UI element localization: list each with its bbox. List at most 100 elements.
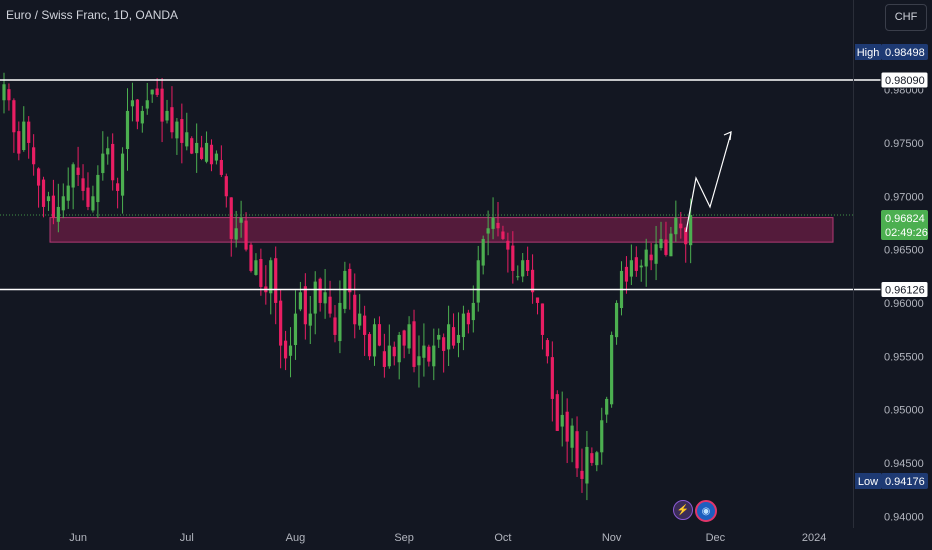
y-tick-label: 0.97500 bbox=[884, 138, 924, 150]
candle bbox=[219, 145, 223, 177]
candle-body bbox=[209, 144, 214, 165]
candle-body bbox=[644, 249, 648, 267]
candle bbox=[491, 197, 495, 240]
candle-body bbox=[140, 110, 144, 124]
candle bbox=[190, 136, 194, 155]
candle bbox=[466, 309, 470, 334]
candle bbox=[427, 344, 431, 367]
candle bbox=[535, 297, 540, 315]
candle bbox=[634, 246, 638, 277]
candle-body bbox=[7, 89, 11, 101]
candle-body bbox=[447, 324, 451, 350]
candle-body bbox=[12, 100, 16, 133]
candle bbox=[595, 450, 599, 472]
candle bbox=[496, 202, 500, 237]
candle-body bbox=[32, 147, 36, 165]
economic-calendar-icon[interactable]: ◉ bbox=[695, 500, 717, 522]
candle-body bbox=[392, 346, 396, 357]
candle bbox=[590, 447, 594, 466]
candle bbox=[308, 295, 312, 345]
candle bbox=[274, 246, 278, 325]
supply-demand-zone[interactable] bbox=[49, 217, 834, 243]
low-value: 0.94176 bbox=[881, 473, 928, 489]
candle-body bbox=[659, 238, 663, 249]
current-price-bg bbox=[881, 210, 928, 240]
candle-body bbox=[600, 420, 604, 453]
candle bbox=[323, 269, 327, 319]
candle bbox=[600, 407, 604, 465]
high-value: 0.98498 bbox=[881, 44, 928, 60]
candle-body bbox=[595, 452, 599, 466]
currency-button[interactable]: CHF bbox=[885, 4, 927, 31]
candle-body bbox=[323, 292, 327, 304]
candle-body bbox=[71, 164, 75, 188]
candle-body bbox=[219, 159, 223, 175]
candle bbox=[91, 185, 95, 213]
projection-arrow[interactable] bbox=[685, 132, 732, 233]
candle-body bbox=[570, 425, 574, 448]
candle bbox=[506, 232, 510, 273]
candle-body bbox=[466, 312, 470, 325]
candle bbox=[555, 390, 559, 432]
candle-body bbox=[605, 398, 609, 415]
candle bbox=[41, 176, 46, 218]
candle-body bbox=[476, 260, 480, 303]
candle bbox=[12, 98, 16, 153]
candle bbox=[392, 341, 396, 366]
candle bbox=[654, 225, 658, 281]
candle-body bbox=[575, 431, 579, 469]
candle bbox=[46, 191, 51, 211]
candle bbox=[363, 305, 367, 356]
candle bbox=[432, 328, 436, 381]
candle bbox=[76, 146, 80, 186]
candle-body bbox=[249, 244, 253, 271]
candle bbox=[343, 261, 347, 314]
candle-body bbox=[190, 138, 194, 154]
candle bbox=[269, 257, 273, 315]
candle bbox=[96, 165, 100, 219]
candle-body bbox=[664, 239, 668, 255]
candle bbox=[348, 263, 352, 310]
candle-body bbox=[2, 84, 6, 101]
candle bbox=[565, 398, 569, 464]
candle-body bbox=[481, 238, 485, 266]
candle bbox=[106, 136, 110, 165]
candle bbox=[170, 86, 174, 139]
candle bbox=[610, 331, 614, 408]
candle-body bbox=[180, 119, 184, 143]
candle bbox=[585, 430, 589, 501]
candle-body bbox=[491, 217, 495, 229]
candle bbox=[387, 324, 391, 369]
candle bbox=[649, 242, 653, 271]
candle-body bbox=[27, 121, 31, 143]
candle-body bbox=[674, 217, 678, 235]
candle bbox=[476, 245, 480, 312]
candle-body bbox=[461, 313, 466, 338]
candle-body bbox=[120, 153, 125, 196]
y-tick-label: 0.95500 bbox=[884, 351, 924, 363]
candle bbox=[560, 391, 564, 447]
candle bbox=[259, 248, 263, 296]
high-label-bg bbox=[855, 44, 881, 60]
candle-body bbox=[610, 334, 614, 405]
low-label: Low bbox=[855, 473, 881, 489]
candle bbox=[333, 305, 337, 343]
candle bbox=[313, 271, 317, 335]
candle bbox=[293, 290, 298, 360]
candle-body bbox=[214, 153, 219, 161]
lightning-icon[interactable]: ⚡ bbox=[673, 500, 693, 520]
candle bbox=[7, 83, 11, 111]
candle bbox=[367, 332, 372, 361]
x-tick-label: Oct bbox=[494, 532, 511, 544]
candle bbox=[659, 221, 663, 251]
candle bbox=[56, 183, 60, 233]
candle-body bbox=[649, 254, 653, 261]
candle-body bbox=[486, 228, 490, 234]
candle-body bbox=[417, 356, 421, 366]
candle-body bbox=[81, 178, 85, 191]
candle bbox=[644, 238, 648, 287]
candle bbox=[71, 162, 75, 210]
support-level-label-text: 0.96126 bbox=[885, 284, 925, 296]
high-value-text: 0.98498 bbox=[885, 47, 925, 59]
